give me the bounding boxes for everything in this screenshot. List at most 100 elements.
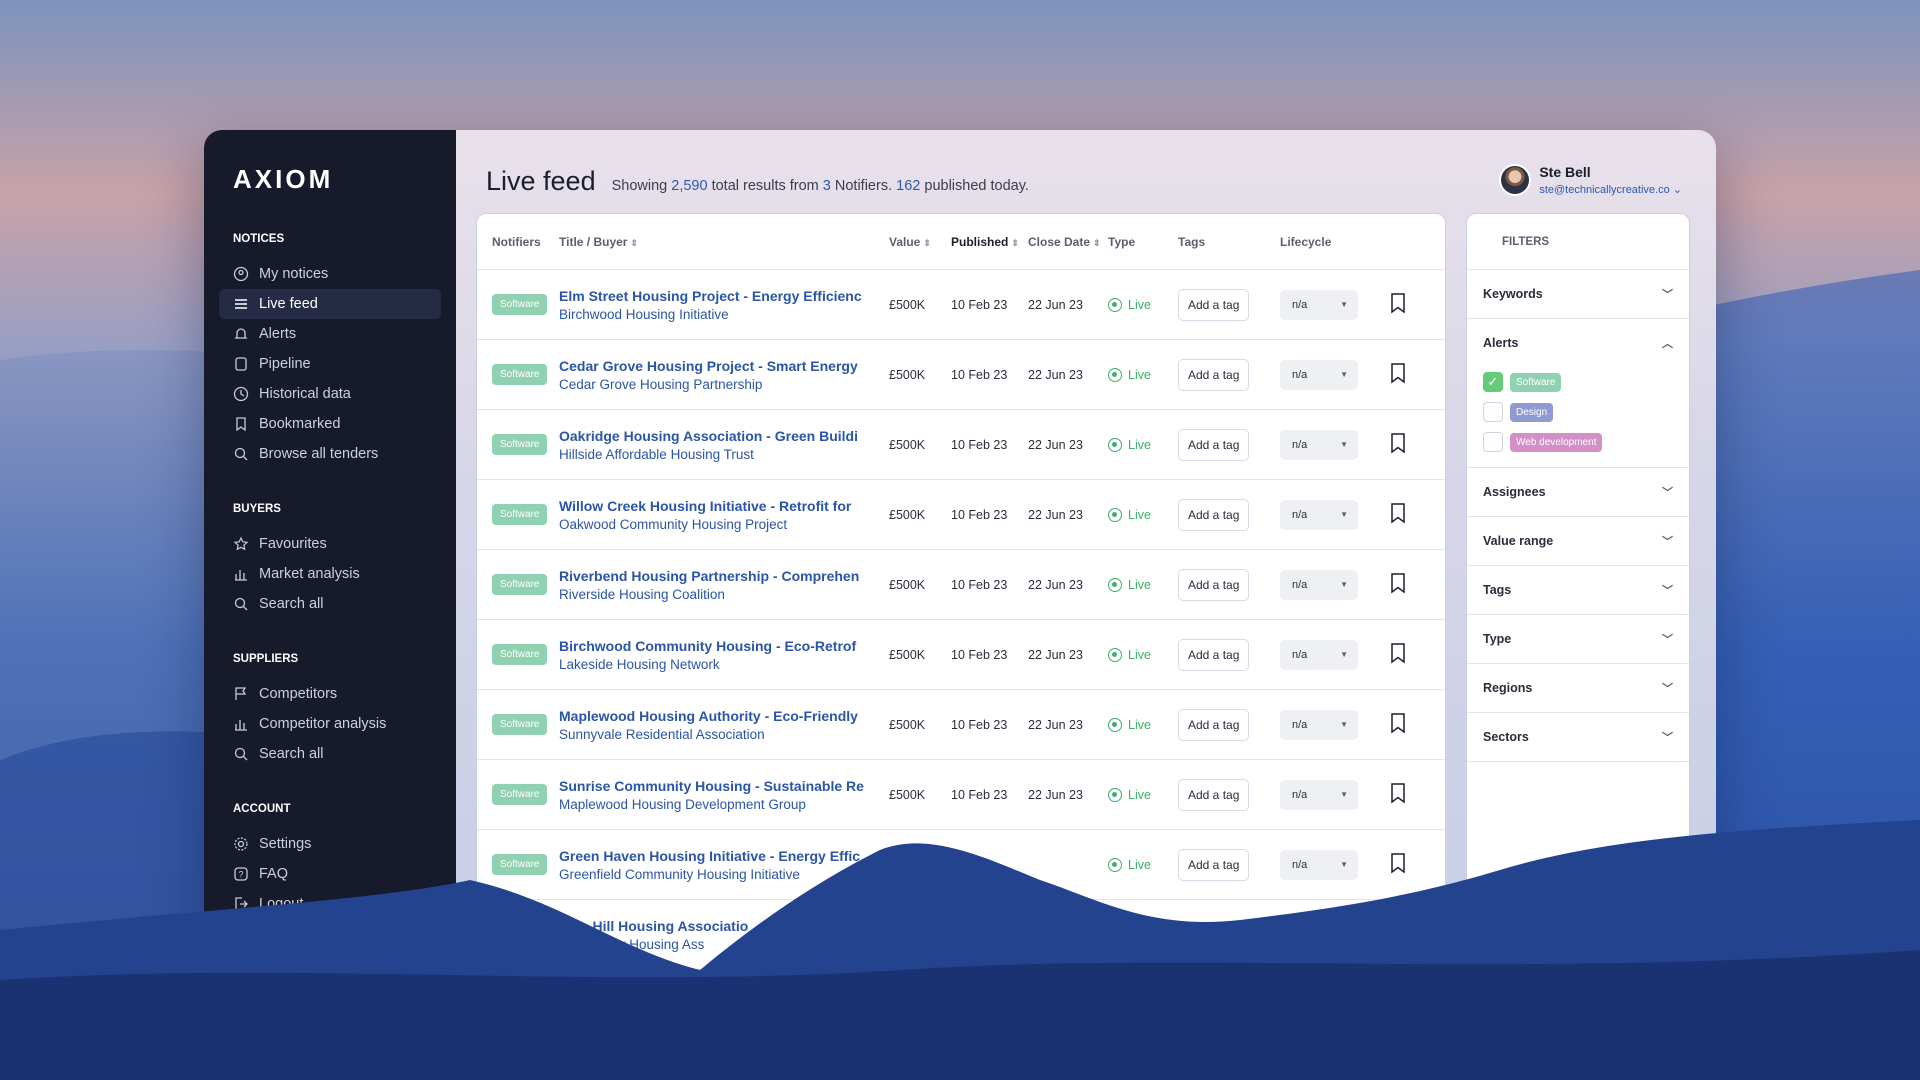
notice-title-link[interactable]: Maplewood Housing Authority - Eco-Friend… xyxy=(559,707,858,724)
live-icon xyxy=(1108,577,1122,592)
buyer-link[interactable]: Birchwood Housing Initiative xyxy=(559,306,729,322)
help-icon: ? xyxy=(233,866,249,882)
col-notifiers[interactable]: Notifiers xyxy=(492,234,541,249)
sidebar-item-historical-data[interactable]: Historical data xyxy=(219,379,441,409)
sidebar-item-favourites[interactable]: Favourites xyxy=(219,529,441,559)
col-title[interactable]: Title / Buyer ⇕ xyxy=(559,234,639,249)
buyer-link[interactable]: Lakeside Housing Network xyxy=(559,656,720,672)
bookmark-icon[interactable] xyxy=(1390,713,1406,737)
lifecycle-select[interactable]: n/a ▼ xyxy=(1280,359,1358,390)
alert-option[interactable]: Web development xyxy=(1483,427,1673,457)
buyer-link[interactable]: Riverside Housing Coalition xyxy=(559,586,725,602)
bookmark-icon[interactable] xyxy=(1390,293,1406,317)
filter-header[interactable]: Sectors ﹀ xyxy=(1483,730,1673,744)
buyer-link[interactable]: Cedar Grove Housing Partnership xyxy=(559,376,763,392)
sidebar-item-pipeline[interactable]: Pipeline xyxy=(219,349,441,379)
add-tag-button[interactable]: Add a tag xyxy=(1178,358,1250,391)
table-row[interactable]: Software Maplewood Housing Authority - E… xyxy=(477,690,1445,760)
lifecycle-select[interactable]: n/a ▼ xyxy=(1280,289,1358,320)
notice-title-link[interactable]: Green Haven Housing Initiative - Energy … xyxy=(559,847,861,864)
filter-header[interactable]: Value range ﹀ xyxy=(1483,534,1673,548)
sidebar-item-logout[interactable]: Logout xyxy=(219,889,441,919)
sidebar-item-search-all[interactable]: Search all xyxy=(219,739,441,769)
sidebar-item-settings[interactable]: Settings xyxy=(219,829,441,859)
sidebar-item-live-feed[interactable]: Live feed xyxy=(219,289,441,319)
buyer-link[interactable]: Oakwood Community Housing Project xyxy=(559,516,788,532)
bookmark-icon[interactable] xyxy=(1390,853,1406,877)
col-type[interactable]: Type xyxy=(1108,234,1136,249)
table-row[interactable]: Software Oakridge Housing Association - … xyxy=(477,410,1445,480)
sidebar-item-search-all[interactable]: Search all xyxy=(219,589,441,619)
filter-header[interactable]: Regions ﹀ xyxy=(1483,681,1673,695)
alert-option[interactable]: Design xyxy=(1483,397,1673,427)
filter-header[interactable]: Tags ﹀ xyxy=(1483,583,1673,597)
buyer-link[interactable]: Pine Valley Housing Ass xyxy=(559,936,705,952)
add-tag-button[interactable]: Add a tag xyxy=(1178,428,1250,461)
col-close-date[interactable]: Close Date ⇕ xyxy=(1028,234,1101,249)
bookmark-icon[interactable] xyxy=(1390,433,1406,457)
table-row[interactable]: Software Cedar Grove Housing Project - S… xyxy=(477,340,1445,410)
table-row[interactable]: Software Willow Creek Housing Initiative… xyxy=(477,480,1445,550)
table-row[interactable]: Software Sunrise Community Housing - Sus… xyxy=(477,760,1445,830)
sidebar-item-bookmarked[interactable]: Bookmarked xyxy=(219,409,441,439)
status-badge: Live xyxy=(1108,437,1178,452)
add-tag-button[interactable]: Add a tag xyxy=(1178,498,1250,531)
lifecycle-select[interactable]: n/a ▼ xyxy=(1280,499,1358,530)
sidebar-item-browse-all-tenders[interactable]: Browse all tenders xyxy=(219,439,441,469)
table-row[interactable]: Software Riverbend Housing Partnership -… xyxy=(477,550,1445,620)
sidebar-item-my-notices[interactable]: My notices xyxy=(219,259,441,289)
table-row[interactable]: Pine Hill Housing Associatio Pine Valley… xyxy=(477,900,1445,970)
bookmark-icon[interactable] xyxy=(1390,503,1406,527)
filter-header[interactable]: Assignees ﹀ xyxy=(1483,485,1673,499)
sidebar-item-alerts[interactable]: Alerts xyxy=(219,319,441,349)
buyer-link[interactable]: Maplewood Housing Development Group xyxy=(559,796,806,812)
col-value[interactable]: Value ⇕ xyxy=(889,234,931,249)
checkbox[interactable] xyxy=(1483,402,1503,422)
buyer-link[interactable]: Sunnyvale Residential Association xyxy=(559,726,765,742)
buyer-link[interactable]: Hillside Affordable Housing Trust xyxy=(559,446,754,462)
app-logo[interactable]: AXIOM xyxy=(233,164,334,194)
add-tag-button[interactable]: Add a tag xyxy=(1178,708,1250,741)
lifecycle-select[interactable]: n/a ▼ xyxy=(1280,709,1358,740)
notice-title-link[interactable]: Cedar Grove Housing Project - Smart Ener… xyxy=(559,357,858,374)
checkbox[interactable] xyxy=(1483,432,1503,452)
add-tag-button[interactable]: Add a tag xyxy=(1178,778,1250,811)
user-menu[interactable]: Ste Bell ste@technicallycreative.co ⌄ xyxy=(1499,164,1682,196)
col-published[interactable]: Published ⇕ xyxy=(951,234,1019,249)
table-row[interactable]: Software Elm Street Housing Project - En… xyxy=(477,270,1445,340)
notice-title-link[interactable]: Riverbend Housing Partnership - Comprehe… xyxy=(559,567,860,584)
lifecycle-select[interactable]: n/a ▼ xyxy=(1280,779,1358,810)
filter-header[interactable]: Type ﹀ xyxy=(1483,632,1673,646)
bookmark-icon[interactable] xyxy=(1390,363,1406,387)
filter-header[interactable]: Keywords ﹀ xyxy=(1483,287,1673,301)
lifecycle-select[interactable]: n/a ▼ xyxy=(1280,429,1358,460)
alert-option[interactable]: ✓ Software xyxy=(1483,367,1673,397)
table-row[interactable]: Software Green Haven Housing Initiative … xyxy=(477,830,1445,900)
notice-title-link[interactable]: Pine Hill Housing Associatio xyxy=(559,917,749,934)
sidebar-item-competitors[interactable]: Competitors xyxy=(219,679,441,709)
bookmark-icon[interactable] xyxy=(1390,573,1406,597)
bookmark-icon[interactable] xyxy=(1390,643,1406,667)
col-lifecycle[interactable]: Lifecycle xyxy=(1280,234,1332,249)
notice-title-link[interactable]: Birchwood Community Housing - Eco-Retrof xyxy=(559,637,857,654)
bookmark-icon[interactable] xyxy=(1390,783,1406,807)
add-tag-button[interactable]: Add a tag xyxy=(1178,638,1250,671)
sidebar-item-market-analysis[interactable]: Market analysis xyxy=(219,559,441,589)
notice-title-link[interactable]: Elm Street Housing Project - Energy Effi… xyxy=(559,287,862,304)
lifecycle-select[interactable]: n/a ▼ xyxy=(1280,569,1358,600)
notice-title-link[interactable]: Oakridge Housing Association - Green Bui… xyxy=(559,427,858,444)
add-tag-button[interactable]: Add a tag xyxy=(1178,848,1250,881)
sidebar-item-competitor-analysis[interactable]: Competitor analysis xyxy=(219,709,441,739)
col-tags[interactable]: Tags xyxy=(1178,234,1206,249)
lifecycle-select[interactable]: n/a ▼ xyxy=(1280,849,1358,880)
notice-title-link[interactable]: Willow Creek Housing Initiative - Retrof… xyxy=(559,497,852,514)
sidebar-item-faq[interactable]: ? FAQ xyxy=(219,859,441,889)
filter-header[interactable]: Alerts ︿ xyxy=(1483,336,1673,350)
lifecycle-select[interactable]: n/a ▼ xyxy=(1280,639,1358,670)
notice-title-link[interactable]: Sunrise Community Housing - Sustainable … xyxy=(559,777,864,794)
buyer-link[interactable]: Greenfield Community Housing Initiative xyxy=(559,866,800,882)
checkbox[interactable]: ✓ xyxy=(1483,372,1503,392)
add-tag-button[interactable]: Add a tag xyxy=(1178,288,1250,321)
table-row[interactable]: Software Birchwood Community Housing - E… xyxy=(477,620,1445,690)
add-tag-button[interactable]: Add a tag xyxy=(1178,568,1250,601)
